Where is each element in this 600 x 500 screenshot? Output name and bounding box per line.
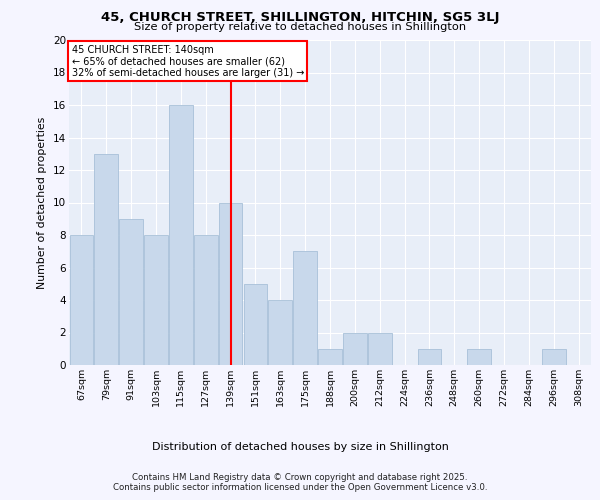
Text: 45 CHURCH STREET: 140sqm
← 65% of detached houses are smaller (62)
32% of semi-d: 45 CHURCH STREET: 140sqm ← 65% of detach… bbox=[71, 45, 304, 78]
Bar bbox=[144, 235, 168, 365]
Text: Distribution of detached houses by size in Shillington: Distribution of detached houses by size … bbox=[152, 442, 448, 452]
Bar bbox=[219, 202, 242, 365]
Bar bbox=[268, 300, 292, 365]
Text: Size of property relative to detached houses in Shillington: Size of property relative to detached ho… bbox=[134, 22, 466, 32]
Bar bbox=[244, 284, 267, 365]
Bar bbox=[119, 219, 143, 365]
Bar bbox=[70, 235, 93, 365]
Bar bbox=[418, 349, 441, 365]
Bar bbox=[318, 349, 342, 365]
Bar bbox=[293, 251, 317, 365]
Bar bbox=[194, 235, 218, 365]
Bar bbox=[542, 349, 566, 365]
Text: Contains public sector information licensed under the Open Government Licence v3: Contains public sector information licen… bbox=[113, 482, 487, 492]
Bar bbox=[94, 154, 118, 365]
Bar bbox=[467, 349, 491, 365]
Text: 45, CHURCH STREET, SHILLINGTON, HITCHIN, SG5 3LJ: 45, CHURCH STREET, SHILLINGTON, HITCHIN,… bbox=[101, 11, 499, 24]
Bar bbox=[169, 105, 193, 365]
Bar bbox=[343, 332, 367, 365]
Bar bbox=[368, 332, 392, 365]
Text: Contains HM Land Registry data © Crown copyright and database right 2025.: Contains HM Land Registry data © Crown c… bbox=[132, 472, 468, 482]
Y-axis label: Number of detached properties: Number of detached properties bbox=[37, 116, 47, 288]
